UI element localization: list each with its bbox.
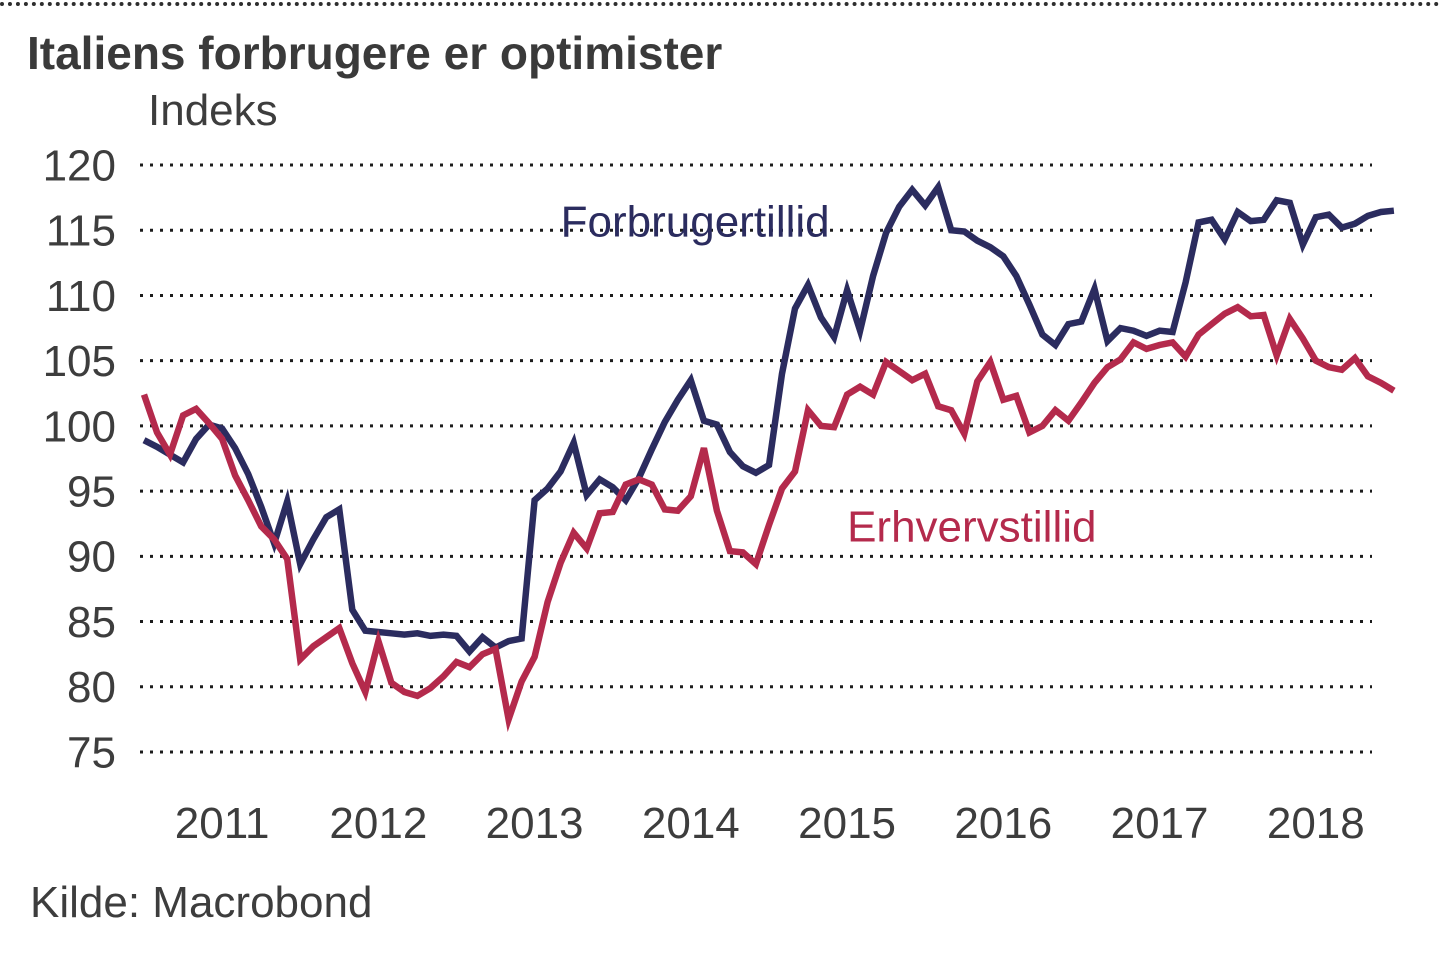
y-tick-label: 110 — [46, 272, 116, 321]
y-tick-label: 95 — [67, 468, 116, 517]
x-tick-label: 2017 — [1111, 799, 1209, 848]
y-tick-label: 80 — [67, 663, 116, 712]
series-label-erhvervstillid: Erhvervstillid — [847, 503, 1096, 552]
series-line-erhvervstillid — [140, 303, 1396, 733]
x-tick-label: 2012 — [329, 799, 427, 848]
y-tick-label: 90 — [67, 533, 116, 582]
y-tick-label: 100 — [43, 402, 116, 451]
y-tick-label: 120 — [43, 141, 116, 190]
x-tick-label: 2016 — [954, 799, 1052, 848]
series-line-forbrugertillid — [142, 179, 1395, 657]
y-axis-unit-label: Indeks — [148, 86, 278, 135]
x-tick-label: 2011 — [175, 799, 270, 848]
x-tick-label: 2018 — [1267, 799, 1365, 848]
series-label-forbrugertillid: Forbrugertillid — [561, 197, 830, 246]
chart-title: Italiens forbrugere er optimister — [27, 27, 723, 79]
y-tick-label: 115 — [46, 207, 116, 256]
top-divider-rule — [0, 2, 1440, 6]
x-tick-label: 2015 — [798, 799, 896, 848]
x-tick-label: 2014 — [642, 799, 740, 848]
y-tick-label: 105 — [43, 337, 116, 386]
x-tick-label: 2013 — [486, 799, 584, 848]
source-note: Kilde: Macrobond — [30, 878, 373, 927]
y-tick-label: 75 — [67, 728, 116, 777]
y-tick-label: 85 — [67, 598, 116, 647]
